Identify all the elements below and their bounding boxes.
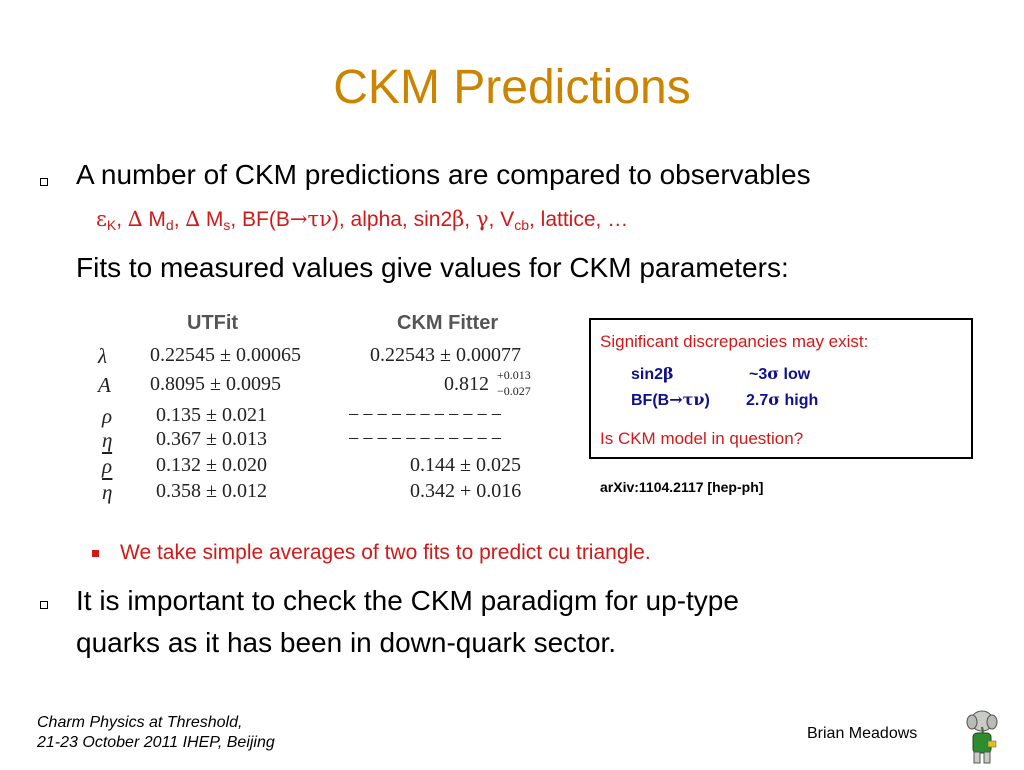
box-bf-value: 2.7σ high — [746, 390, 819, 409]
table-cell-utfit: 0.22545 ± 0.00065 — [150, 344, 301, 366]
discrepancy-box: Significant discrepancies may exist: sin… — [589, 318, 973, 459]
table-cell-ckmfitter: − − − − − − − − − − − — [348, 428, 502, 450]
table-cell-ckmfitter: − − − − − − − − − − − — [348, 404, 502, 426]
box-bf-line: BF(B→τν) — [631, 390, 710, 409]
table-header-ckmfitter: CKM Fitter — [397, 312, 499, 334]
box-question: Is CKM model in question? — [600, 429, 804, 448]
box-heading: Significant discrepancies may exist: — [600, 332, 869, 351]
footer-line-1: Charm Physics at Threshold, — [37, 714, 243, 731]
table-cell-utfit: 0.132 ± 0.020 — [156, 454, 267, 476]
table-cell-ckmfitter: 0.342 + 0.016 — [410, 480, 522, 502]
table-cell-lower-error: −0.027 — [497, 384, 531, 398]
bullet-2-line-2: quarks as it has been in down-quark sect… — [76, 627, 617, 658]
footer-line-2: 21-23 October 2011 IHEP, Beijing — [37, 734, 275, 751]
table-row-symbol-rho-bar: ρ — [102, 454, 113, 478]
table-cell-ckmfitter: 0.812 — [444, 373, 489, 395]
table-cell-ckmfitter: 0.144 ± 0.025 — [410, 454, 521, 476]
box-sin2beta-value: ~3σ low — [749, 364, 811, 383]
sub-bullet-text: We take simple averages of two fits to p… — [120, 541, 651, 564]
ckm-table: UTFit CKM Fitter λ 0.22545 ± 0.00065 0.2… — [80, 308, 550, 508]
table-cell-ckmfitter: 0.22543 ± 0.00077 — [370, 344, 521, 366]
bullet-1-text: A number of CKM predictions are compared… — [76, 159, 811, 190]
sub-bullet-marker — [92, 550, 99, 557]
box-sin2beta-line: sin2β — [631, 364, 674, 383]
observables-line: εK, ∆ Md, ∆ Ms, BF(B→τν), alpha, sin2β, … — [96, 207, 629, 233]
bullet-marker — [40, 601, 48, 609]
table-cell-utfit: 0.135 ± 0.021 — [156, 404, 267, 426]
fits-line: Fits to measured values give values for … — [76, 252, 789, 283]
elephant-icon — [966, 710, 998, 764]
table-cell-upper-error: +0.013 — [497, 368, 531, 382]
table-row-symbol-rho: ρ — [102, 404, 113, 428]
table-row-symbol-lambda: λ — [98, 344, 108, 368]
bullet-marker — [40, 178, 48, 186]
footer-event: Charm Physics at Threshold, 21-23 Octobe… — [37, 713, 275, 753]
table-row-symbol-eta-bar: η — [102, 480, 113, 504]
bullet-2-line-1: It is important to check the CKM paradig… — [76, 585, 739, 616]
mascot-logo — [962, 707, 1002, 765]
table-header-utfit: UTFit — [187, 312, 239, 334]
table-cell-utfit: 0.358 ± 0.012 — [156, 480, 267, 502]
table-row-symbol-a: A — [98, 373, 111, 397]
footer-author: Brian Meadows — [807, 725, 918, 742]
table-cell-utfit: 0.367 ± 0.013 — [156, 428, 267, 450]
epsilon-symbol: ε — [96, 207, 107, 231]
table-row-symbol-eta: η — [102, 428, 113, 452]
slide-title: CKM Predictions — [333, 61, 691, 114]
table-cell-utfit: 0.8095 ± 0.0095 — [150, 373, 281, 395]
arxiv-reference: arXiv:1104.2117 [hep-ph] — [600, 479, 764, 495]
